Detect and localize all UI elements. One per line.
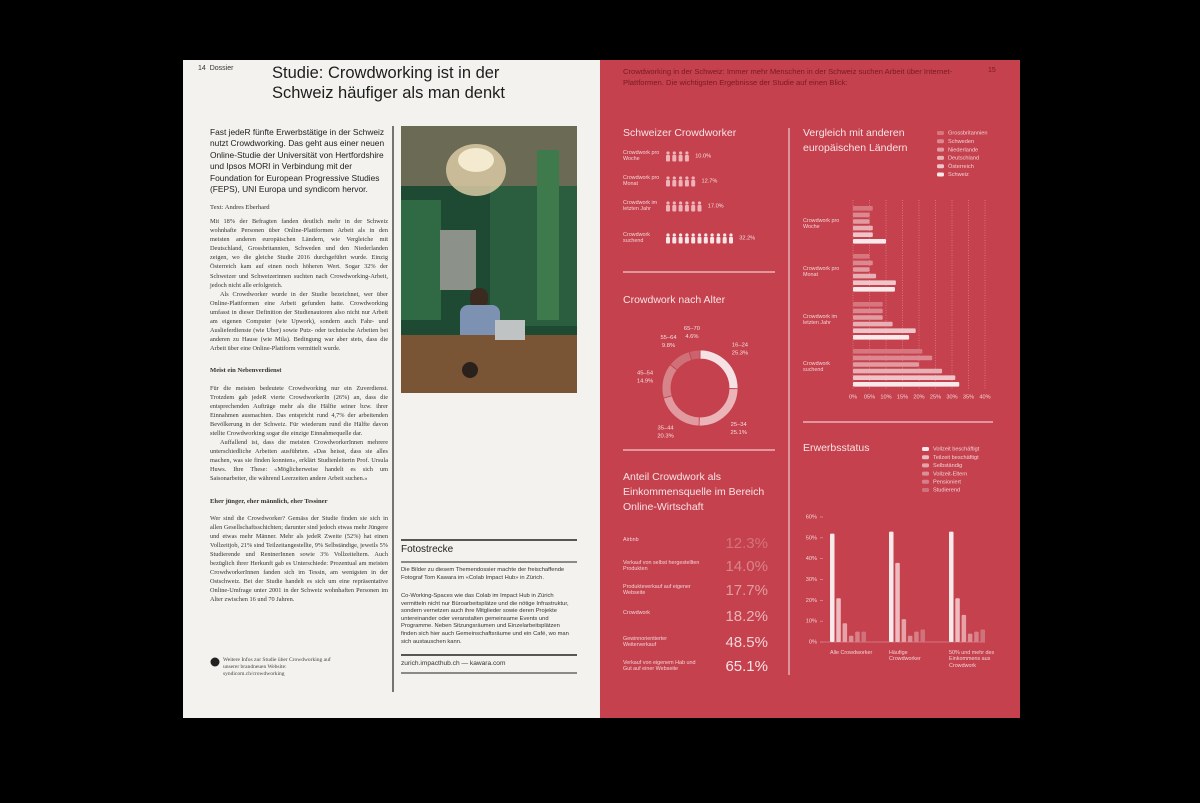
right-page: Crowdworking in der Schweiz: Immer mehr … — [600, 60, 1020, 718]
row-label: Crowdwork suchend — [623, 232, 650, 245]
row-label: Produkteverkauf auf eigener Webseite — [623, 584, 691, 597]
category-label: Crowdwork im letzten Jahr — [803, 314, 838, 327]
row-label: Verkauf von selbst hergestellten Produkt… — [623, 560, 700, 573]
section-title: Schweizer Crowdworker — [623, 127, 737, 139]
page-header: 14 Dossier — [198, 65, 233, 72]
paragraph: Auffallend ist, dass die meisten Crowdwo… — [210, 439, 388, 483]
footnote: Weitere Infos zur Studie über Crowdworki… — [223, 657, 331, 677]
section-title: Anteil Crowdwork als Einkommensquelle im… — [623, 471, 765, 513]
subheading: Meist ein Nebenverdienst — [210, 367, 282, 375]
infographic-intro: Crowdworking in der Schweiz: Immer mehr … — [623, 67, 953, 87]
photo-box-intro: Die Bilder zu diesem Themendossier macht… — [401, 567, 565, 581]
paragraph: Für die meisten bedeutete Crowdworking n… — [210, 384, 388, 437]
lead: Fast jedeR fünfte Erwerbstätige in der S… — [210, 127, 385, 195]
article-title: Studie: Crowdworking ist in der Schweiz … — [272, 64, 505, 102]
section-title: Vergleich mit anderen europäischen Lände… — [803, 127, 908, 154]
category-label: Alle Crowdworker — [830, 650, 873, 656]
author: Text: Andres Eberhard — [210, 204, 270, 211]
paragraph: Wer sind die Crowdworker? Gemäss der Stu… — [210, 514, 388, 604]
row-label: Crowdwork — [623, 610, 650, 616]
photo-box-links: zurich.impacthub.ch — kawara.com — [401, 660, 506, 667]
photo-box-text: Co-Working-Spaces wie das Colab im Impac… — [401, 593, 569, 645]
page-number: 14 — [198, 65, 206, 72]
row-label: Crowdwork im letzten Jahr — [623, 200, 658, 213]
paragraph: Als Crowdworker wurde in der Studie beze… — [210, 290, 388, 353]
photo-box-title: Fotostrecke — [401, 544, 454, 555]
row-label: Airbnb — [623, 537, 639, 543]
row-label: Crowdwork pro Monat — [623, 175, 660, 188]
subheading: Eher jünger, eher männlich, eher Tessine… — [210, 497, 328, 505]
section-title: Crowdwork nach Alter — [623, 294, 726, 306]
section-title: Erwerbsstatus — [803, 442, 870, 454]
row-label: Verkauf von eigenem Hab und Gut auf eine… — [623, 660, 696, 673]
category-label: Crowdwork pro Monat — [803, 266, 840, 279]
category-label: 50% und mehr des Einkommens aus Crowdwor… — [949, 650, 995, 669]
category-label: Häufige Crowdworker — [889, 650, 921, 663]
left-page: 14 Dossier Studie: Crowdworking ist in d… — [183, 60, 600, 718]
row-label: Gewinnorientierter Weiterverkauf — [623, 636, 668, 649]
body-text: Mit 18% der Befragten fanden deutlich me… — [210, 217, 388, 605]
category-label: Crowdwork pro Woche — [803, 218, 840, 231]
row-label: Crowdwork pro Woche — [623, 150, 660, 163]
section-name: Dossier — [209, 65, 234, 72]
page-number: 15 — [988, 67, 996, 74]
category-label: Crowdwork suchend — [803, 361, 830, 374]
paragraph: Mit 18% der Befragten fanden deutlich me… — [210, 218, 388, 289]
